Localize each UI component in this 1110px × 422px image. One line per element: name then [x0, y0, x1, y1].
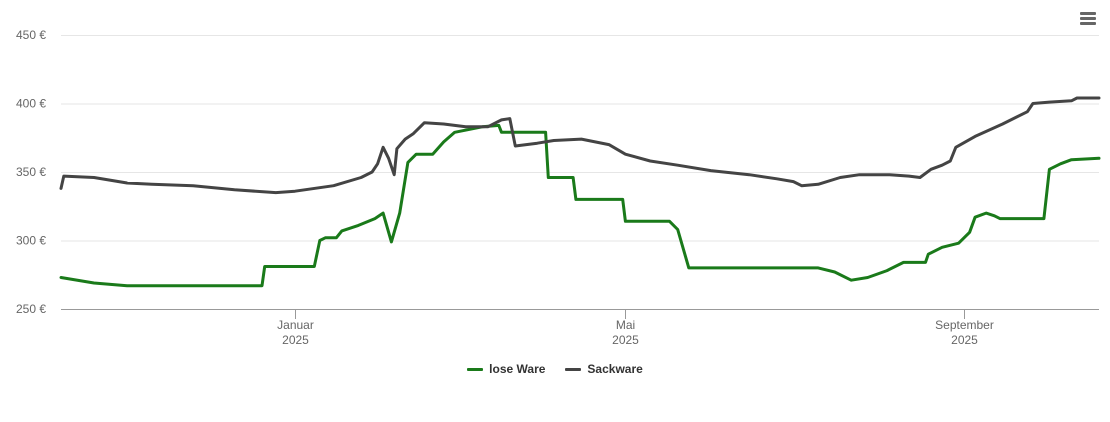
x-tick-label: Mai — [616, 318, 635, 332]
chart-menu-icon[interactable] — [1077, 12, 1099, 32]
y-tick-label: 250 € — [16, 302, 46, 316]
legend-swatch-lose-ware — [467, 367, 484, 371]
legend-label-lose-ware: lose Ware — [489, 362, 546, 376]
legend-item-lose-ware[interactable]: lose Ware — [467, 362, 545, 376]
series-line-lose-ware — [59, 123, 1101, 288]
legend: lose Ware Sackware — [0, 362, 1110, 376]
x-tick-label: September — [935, 318, 994, 332]
legend-item-sackware[interactable]: Sackware — [565, 362, 643, 376]
series-line-sackware — [59, 96, 1101, 195]
x-tick-label: Januar — [277, 318, 314, 332]
y-tick-label: 300 € — [16, 234, 46, 248]
series-lines — [59, 96, 1101, 288]
grid-lines: 250 € 300 € 350 € 400 € 450 € — [16, 28, 1099, 316]
x-tick-label: 2025 — [612, 333, 639, 347]
x-tick-label: 2025 — [282, 333, 309, 347]
legend-label-sackware: Sackware — [587, 362, 643, 376]
y-tick-label: 450 € — [16, 28, 46, 42]
x-tick-label: 2025 — [951, 333, 978, 347]
legend-swatch-sackware — [565, 367, 582, 371]
y-tick-label: 350 € — [16, 165, 46, 179]
y-tick-label: 400 € — [16, 97, 46, 111]
